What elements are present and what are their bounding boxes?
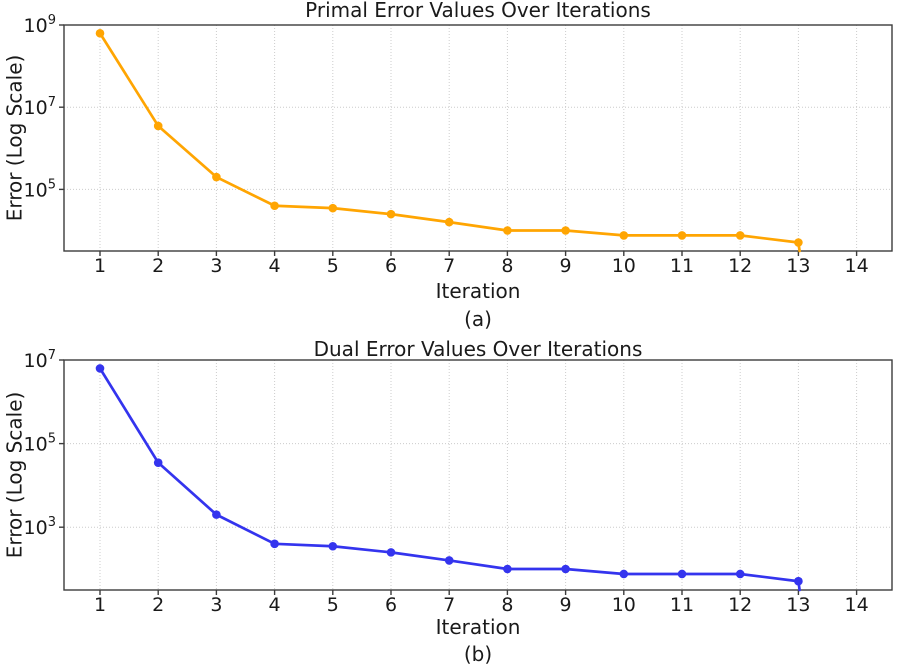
x-tick-label: 11 [670,594,694,616]
data-point-marker [270,539,279,549]
x-tick-label: 7 [443,255,455,277]
data-point-marker [153,458,163,467]
x-tick-label: 5 [327,255,339,277]
data-point-marker [444,556,454,565]
primal-chart-title: Primal Error Values Over Iterations [305,0,651,22]
x-tick-label: 4 [269,255,281,277]
dual-chart-title: Dual Error Values Over Iterations [313,337,643,361]
data-point-marker [153,121,163,131]
data-point-marker [677,231,687,240]
x-tick-label: 2 [152,255,164,277]
data-point-marker [386,209,396,219]
primal-x-axis-label: Iteration [435,279,521,303]
y-tick-label: 105 [24,177,56,201]
x-tick-label: 6 [385,255,397,277]
data-point-marker [677,569,687,579]
x-tick-label: 2 [152,594,164,616]
x-tick-label: 5 [327,594,339,616]
data-point-marker [212,172,221,182]
data-point-marker [619,231,629,240]
x-tick-label: 8 [501,255,513,277]
data-point-marker [95,28,105,38]
primal-error-chart: 109 107 105 1 2 3 4 5 6 7 8 9 10 11 12 13 14 Primal Erro… [2,0,893,331]
axes-spines [63,359,893,591]
x-tick-label: 1 [94,594,106,616]
data-point-marker [561,564,570,574]
axes-spines [63,24,893,252]
y-tick-label: 109 [24,13,56,37]
data-point-marker [444,217,454,227]
data-point-marker [386,548,396,557]
dual-x-axis-label: Iteration [435,615,521,639]
data-point-marker [212,510,221,519]
error-series-line [98,367,801,592]
x-tick-label: 1 [94,255,106,277]
x-tick-label: 12 [728,594,752,616]
x-tick-label: 13 [786,594,810,616]
y-tick-label: 107 [24,95,56,119]
subfigure-label-a: (a) [464,307,492,331]
x-tick-label: 9 [560,255,572,277]
error-series-line [98,31,801,253]
data-point-marker [328,541,338,551]
x-tick-label: 11 [670,255,694,277]
x-tick-label: 10 [612,255,636,277]
x-tick-label: 4 [269,594,281,616]
data-point-marker [503,564,512,574]
y-tick-label: 103 [24,515,56,539]
x-tick-label: 8 [501,594,513,616]
x-tick-label: 7 [443,594,455,616]
data-point-marker [270,201,279,211]
data-point-marker [619,569,629,579]
data-point-marker [503,226,512,235]
x-tick-label: 6 [385,594,397,616]
subfigure-label-b: (b) [463,642,493,666]
x-tick-label: 14 [845,255,869,277]
x-tick-label: 3 [210,255,222,277]
x-tick-label: 13 [786,255,810,277]
data-point-marker [95,364,105,373]
data-point-marker [794,576,803,586]
y-tick-label: 107 [24,348,56,372]
x-tick-label: 12 [728,255,752,277]
x-tick-label: 3 [210,594,222,616]
x-tick-label: 10 [612,594,636,616]
data-point-marker [735,231,745,240]
data-point-marker [794,238,803,247]
x-tick-label: 9 [560,594,572,616]
data-point-marker [735,569,745,579]
x-tick-label: 14 [845,594,869,616]
dual-error-chart: 107 105 103 1 2 3 4 5 6 7 8 9 10 11 12 13 14 Dual Error … [0,335,897,667]
data-point-marker [328,203,338,213]
y-tick-label: 105 [24,432,56,456]
data-point-marker [561,226,570,235]
